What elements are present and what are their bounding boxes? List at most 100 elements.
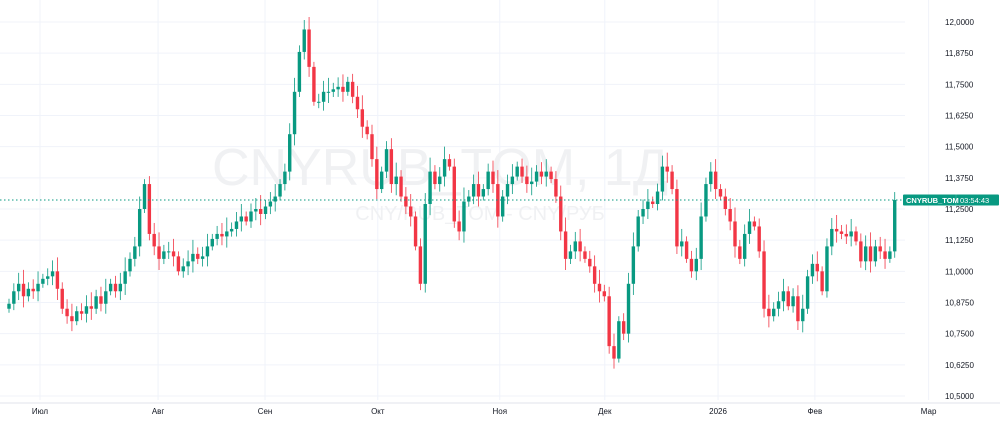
candle-body <box>839 231 844 234</box>
candle <box>854 226 858 246</box>
candle-body <box>447 159 452 167</box>
grid <box>0 0 930 400</box>
candle-body <box>859 241 863 262</box>
candle <box>544 159 548 187</box>
candle-body <box>549 171 553 180</box>
candle <box>694 247 698 281</box>
candle <box>70 303 74 332</box>
candle <box>646 189 650 219</box>
candle <box>636 209 640 252</box>
candle-body <box>7 303 11 309</box>
candle-body <box>225 231 229 237</box>
candle-body <box>573 241 577 252</box>
candle-body <box>583 251 587 259</box>
candle-body <box>258 209 263 214</box>
candle-body <box>592 266 597 284</box>
price-axis[interactable]: 10,5000 10,6250 10,7500 10,8750 11,0000 11,12… <box>945 18 974 401</box>
candle-body <box>389 149 394 185</box>
time-tick-label: 2026 <box>709 407 727 416</box>
price-tick-label: 10,7500 <box>945 330 974 339</box>
candle <box>113 275 118 298</box>
candle <box>65 299 69 324</box>
candle <box>476 171 481 207</box>
candle <box>370 124 374 167</box>
candle <box>520 158 524 183</box>
candle <box>597 269 602 303</box>
candle <box>810 254 815 284</box>
candle <box>433 165 437 190</box>
candle <box>796 285 800 330</box>
candle-body <box>530 181 534 185</box>
candle <box>767 294 771 328</box>
time-tick-label: Дек <box>598 407 612 416</box>
candle <box>21 269 26 308</box>
candle-body <box>355 96 360 110</box>
candle <box>16 272 21 301</box>
candle-body <box>665 166 669 172</box>
time-tick-label: Июл <box>32 407 49 416</box>
candle-body <box>772 308 776 317</box>
candle-body <box>346 81 350 92</box>
candle-body <box>288 134 292 172</box>
candle <box>660 155 665 201</box>
candle <box>108 278 113 296</box>
candle-body <box>496 184 500 217</box>
time-tick-label: Фев <box>807 407 822 416</box>
candle <box>244 211 248 226</box>
candle <box>486 163 490 196</box>
candle-body <box>878 246 882 252</box>
candle-body <box>234 221 239 229</box>
candle <box>133 236 137 267</box>
candle <box>31 279 35 299</box>
candle <box>50 260 55 286</box>
time-axis[interactable]: Июл Авг Сен Окт Ноя Дек 2026 Фев Мар <box>0 402 1000 416</box>
candle <box>491 160 495 193</box>
candle-body <box>428 171 432 205</box>
candles <box>7 17 897 369</box>
candle <box>307 17 311 77</box>
candle <box>728 198 732 231</box>
candle <box>554 171 558 203</box>
candle <box>104 278 108 314</box>
candle <box>384 141 389 178</box>
candle-body <box>728 209 732 222</box>
candle <box>268 192 273 215</box>
candle <box>893 192 897 258</box>
candle <box>689 250 694 278</box>
candle <box>438 167 442 192</box>
candle-body <box>868 246 873 262</box>
candle <box>7 298 11 313</box>
candle-body <box>675 189 679 247</box>
candle-body <box>568 251 573 259</box>
candle <box>602 284 607 302</box>
candle-body <box>70 316 74 322</box>
candle-body <box>404 196 408 207</box>
candle-body <box>612 346 616 359</box>
candle <box>859 233 863 268</box>
candle-body <box>409 206 413 217</box>
candle <box>675 179 679 254</box>
candle <box>534 165 539 187</box>
price-tick-label: 11,1250 <box>945 236 974 245</box>
candle-body <box>873 246 878 262</box>
candle-body <box>709 171 713 185</box>
candle <box>350 73 355 104</box>
candle-body <box>379 171 384 190</box>
candle-body <box>12 291 16 304</box>
candle <box>738 239 742 265</box>
candle <box>123 257 127 295</box>
candle-body <box>762 251 766 309</box>
candle <box>467 190 471 207</box>
candle-body <box>515 166 519 177</box>
candle-body <box>229 228 234 232</box>
candle <box>457 210 461 241</box>
candle-body <box>704 184 708 217</box>
candle-body <box>176 256 181 272</box>
candle <box>447 154 452 171</box>
price-tick-label: 11,0000 <box>945 267 974 276</box>
candle-body <box>418 246 423 284</box>
candle <box>462 187 466 243</box>
candle-body <box>317 101 321 103</box>
candle <box>863 235 868 271</box>
